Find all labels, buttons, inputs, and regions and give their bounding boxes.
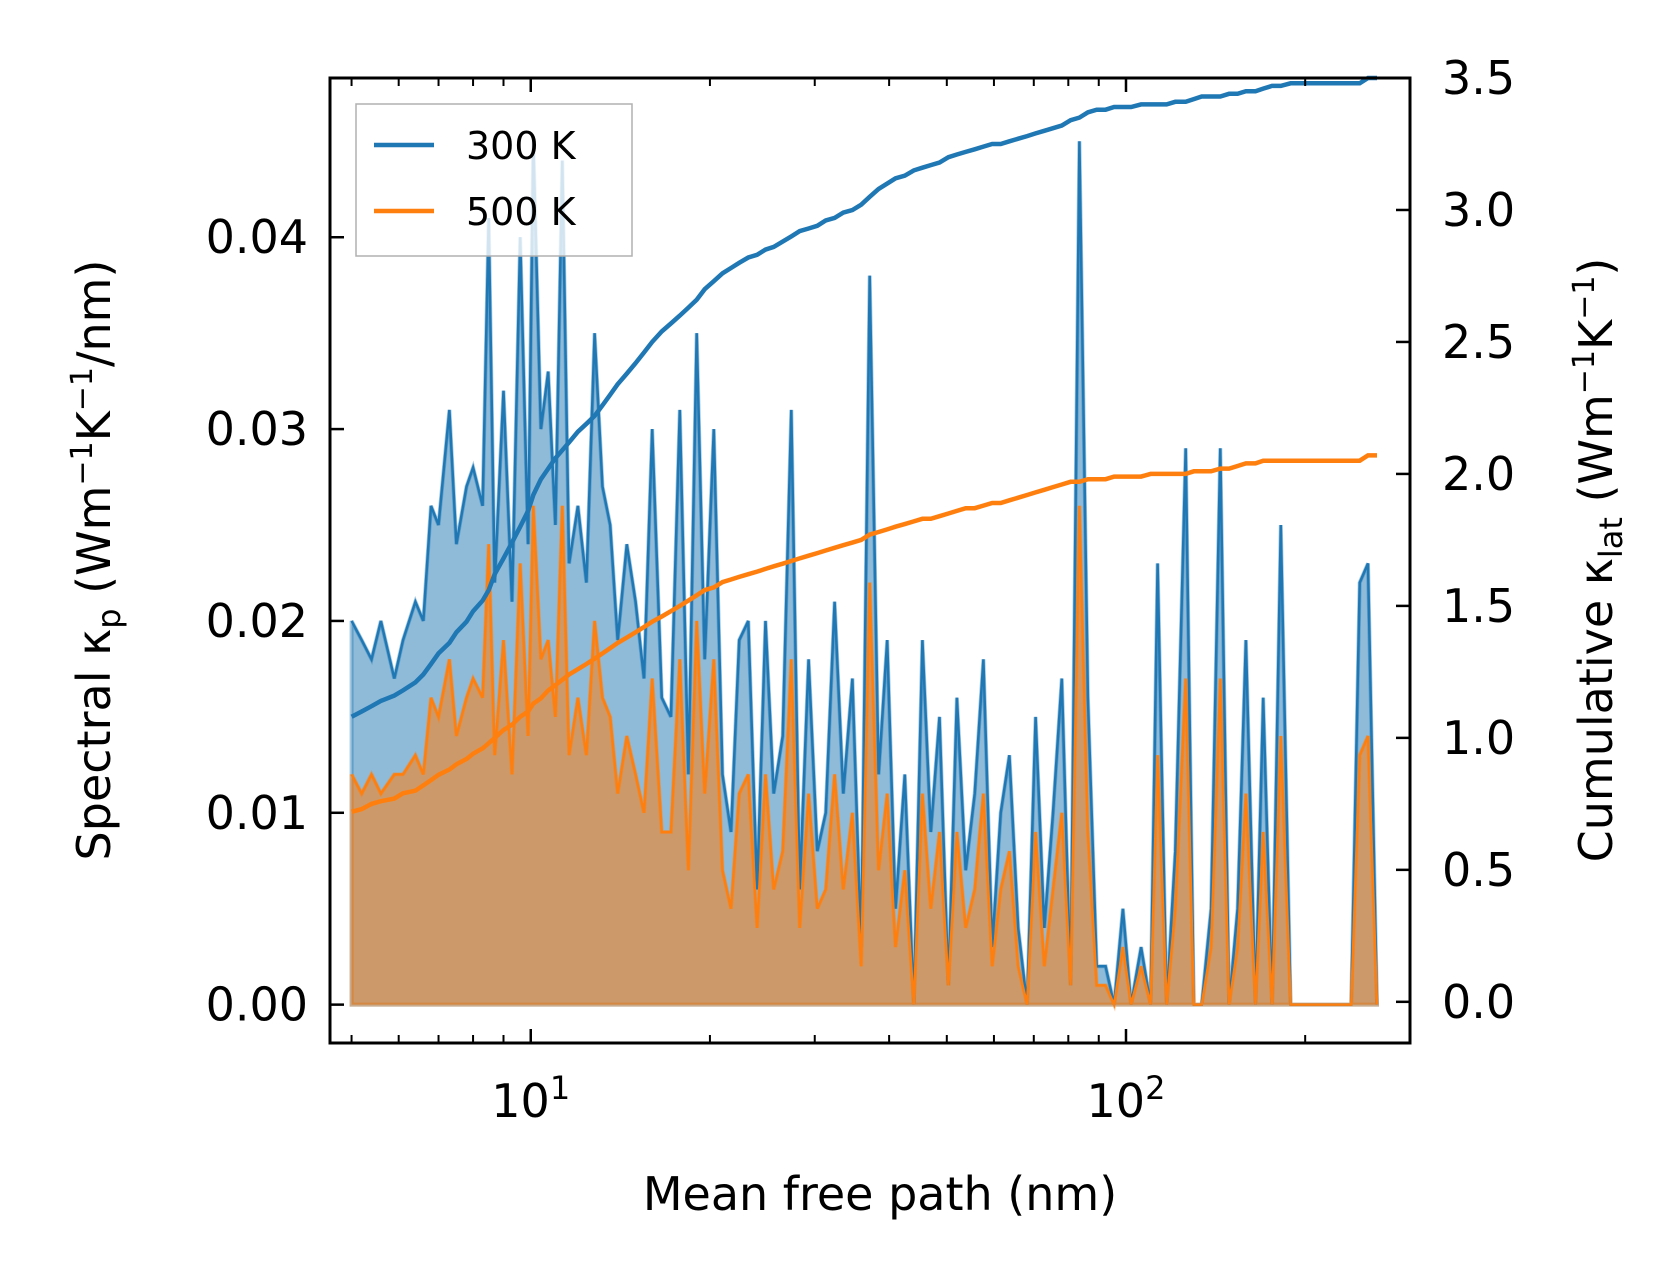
right-y-tick-label: 0.0 xyxy=(1442,975,1515,1029)
legend-box xyxy=(355,103,633,257)
x-tick-label: 101 xyxy=(491,1069,570,1128)
right-y-tick-label: 2.0 xyxy=(1442,447,1515,501)
right-y-tick-label: 0.5 xyxy=(1442,843,1515,897)
left-y-tick-label: 0.02 xyxy=(206,594,308,648)
right-y-tick-label: 2.5 xyxy=(1442,315,1515,369)
right-y-tick-label: 1.5 xyxy=(1442,579,1515,633)
x-axis-label: Mean free path (nm) xyxy=(643,1167,1117,1221)
spectral-line-500k xyxy=(350,505,1379,1010)
left-y-axis-label: Spectral κp (Wm−1K−1/nm) xyxy=(65,260,128,861)
left-y-tick-label: 0.03 xyxy=(206,402,308,456)
cumulative-line-300k xyxy=(350,75,1377,719)
right-y-tick-label: 1.0 xyxy=(1442,711,1515,765)
cumulative-line-500k xyxy=(351,453,1377,814)
right-y-tick-label: 3.5 xyxy=(1442,51,1515,105)
legend: 300 K 500 K xyxy=(355,103,633,257)
spectral-line-layer xyxy=(350,141,1379,1010)
x-tick-label: 102 xyxy=(1087,1069,1166,1128)
left-y-tick-label: 0.04 xyxy=(206,210,308,264)
right-y-tick-label: 3.0 xyxy=(1442,183,1515,237)
legend-label-500k: 500 K xyxy=(466,190,577,234)
left-y-tick-label: 0.01 xyxy=(206,786,308,840)
cumulative-line-layer xyxy=(350,75,1377,814)
left-y-tick-label: 0.00 xyxy=(206,978,308,1032)
plot-frame xyxy=(328,76,1412,1045)
legend-label-300k: 300 K xyxy=(466,124,577,168)
tick-layer: 0.00 0.01 0.02 0.03 0.04 0.0 0.5 1.0 1.5 2.0 2.5 3.… xyxy=(206,51,1516,1128)
right-y-axis-label: Cumulative κlat (Wm−1K−1) xyxy=(1567,258,1630,863)
